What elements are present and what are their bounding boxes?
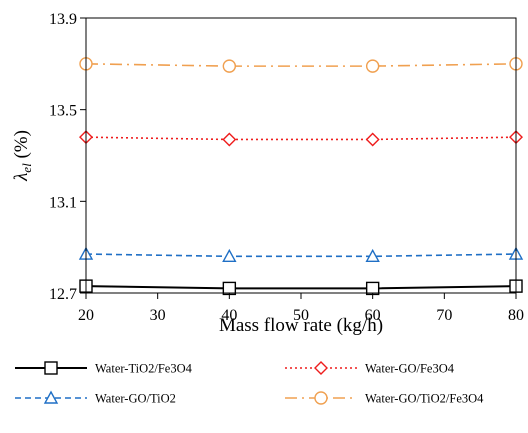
data-point-circle	[222, 59, 237, 73]
series-line	[85, 63, 517, 67]
data-point-triangle	[222, 248, 237, 263]
x-axis-title: Mass flow rate (kg/h)	[219, 315, 383, 336]
legend-item: Water-TiO2/Fe3O4	[15, 361, 193, 376]
data-point-diamond	[314, 361, 328, 375]
legend: Water-TiO2/Fe3O4 Water-GO/Fe3O4 Water-GO/T…	[15, 361, 484, 406]
y-tick-label: 13.1	[49, 194, 77, 211]
series-2	[79, 130, 523, 147]
x-tick-label: 40	[221, 307, 237, 324]
y-tick-label: 12.7	[49, 286, 77, 303]
data-point-square	[44, 361, 58, 375]
legend-item: Water-GO/TiO2/Fe3O4	[285, 391, 484, 406]
y-axis-title: λel (%)	[11, 130, 34, 182]
series-line	[85, 253, 517, 258]
data-point-circle	[314, 391, 328, 405]
data-point-diamond	[365, 132, 380, 147]
data-point-circle	[365, 59, 380, 73]
series-line	[85, 136, 517, 141]
data-point-triangle	[365, 248, 380, 263]
data-point-triangle	[43, 390, 59, 404]
legend-label: Water-TiO2/Fe3O4	[95, 362, 193, 376]
y-tick-label: 13.5	[49, 103, 77, 120]
x-tick-label: 30	[150, 307, 166, 324]
data-point-diamond	[222, 132, 237, 147]
x-tick-label: 60	[365, 307, 381, 324]
plot-frame	[85, 17, 517, 294]
x-tick-label: 20	[78, 307, 94, 324]
x-tick-label: 50	[293, 307, 309, 324]
y-tick-label: 13.9	[49, 11, 77, 28]
legend-item: Water-GO/Fe3O4	[285, 361, 455, 376]
legend-label: Water-GO/Fe3O4	[365, 362, 455, 376]
series-line	[85, 285, 517, 290]
legend-label: Water-GO/TiO2	[95, 392, 176, 406]
x-tick-label: 70	[436, 307, 452, 324]
series-4	[79, 57, 523, 73]
series-1	[79, 279, 523, 296]
legend-item: Water-GO/TiO2	[15, 390, 176, 406]
x-tick-label: 80	[508, 307, 524, 324]
series-3	[78, 246, 524, 263]
legend-label: Water-GO/TiO2/Fe3O4	[365, 392, 484, 406]
